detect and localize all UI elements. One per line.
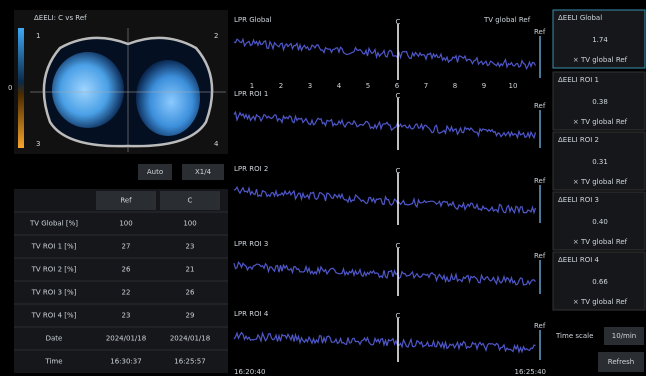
result-value: 0.40 bbox=[592, 218, 608, 226]
legend: TV global Ref bbox=[483, 16, 531, 24]
table-cell: Date bbox=[46, 335, 63, 343]
result-value: 0.31 bbox=[592, 158, 608, 166]
axis-tick: 3 bbox=[308, 82, 312, 90]
marker-label: C bbox=[396, 312, 401, 320]
table-cell: TV ROI 2 [%] bbox=[31, 266, 77, 274]
marker-label: Ref bbox=[534, 177, 546, 185]
quadrant-label: 2 bbox=[214, 32, 218, 40]
table-cell: 2024/01/18 bbox=[170, 335, 210, 343]
table-cell: 26 bbox=[186, 289, 195, 297]
column-header: C bbox=[188, 197, 193, 205]
result-value: 1.74 bbox=[592, 36, 608, 44]
result-unit: × TV global Ref bbox=[573, 298, 628, 306]
result-label: ΔEELI ROI 1 bbox=[558, 76, 599, 84]
quadrant-label: 3 bbox=[36, 140, 40, 148]
result-unit: × TV global Ref bbox=[573, 238, 628, 246]
scale-label: 0 bbox=[8, 84, 12, 92]
time-label: 16:25:40 bbox=[515, 368, 546, 376]
axis-tick: 1 bbox=[250, 82, 254, 90]
table-cell: TV Global [%] bbox=[29, 220, 78, 228]
screen: ΔEELI: C vs Ref12340AutoX1/4RefCTV Globa… bbox=[0, 0, 646, 376]
axis-tick: 7 bbox=[424, 82, 428, 90]
result-unit: × TV global Ref bbox=[573, 56, 628, 64]
marker-label: C bbox=[396, 242, 401, 250]
button-label: Refresh bbox=[608, 358, 634, 366]
panel-title: LPR ROI 3 bbox=[234, 240, 268, 248]
panel-title: LPR ROI 4 bbox=[234, 310, 269, 318]
button-label: X1/4 bbox=[195, 168, 212, 176]
table-cell: 23 bbox=[122, 312, 131, 320]
quadrant-label: 1 bbox=[36, 32, 40, 40]
table-cell: 16:25:57 bbox=[174, 358, 205, 366]
result-value: 0.38 bbox=[592, 98, 608, 106]
marker-label: Ref bbox=[534, 322, 546, 330]
axis-tick: 4 bbox=[337, 82, 342, 90]
table-cell: 21 bbox=[186, 266, 195, 274]
lung-right bbox=[136, 60, 200, 136]
marker-label: C bbox=[396, 18, 401, 26]
panel-title: LPR Global bbox=[234, 16, 272, 24]
quadrant-label: 4 bbox=[214, 140, 219, 148]
marker-label: Ref bbox=[534, 28, 546, 36]
marker-label: Ref bbox=[534, 102, 546, 110]
table-cell: TV ROI 3 [%] bbox=[31, 289, 77, 297]
label: Time scale bbox=[555, 332, 593, 340]
marker-label: Ref bbox=[534, 252, 546, 260]
result-label: ΔEELI Global bbox=[558, 14, 602, 22]
table-cell: 29 bbox=[186, 312, 195, 320]
lung-left bbox=[52, 52, 124, 128]
axis-tick: 2 bbox=[279, 82, 283, 90]
result-unit: × TV global Ref bbox=[573, 118, 628, 126]
table-cell: 27 bbox=[122, 243, 131, 251]
table-cell: 100 bbox=[183, 220, 196, 228]
axis-tick: 10 bbox=[509, 82, 518, 90]
panel-title: ΔEELI: C vs Ref bbox=[34, 14, 87, 22]
marker-label: C bbox=[396, 167, 401, 175]
axis-tick: 9 bbox=[482, 82, 486, 90]
axis-tick: 8 bbox=[453, 82, 457, 90]
table-cell: 2024/01/18 bbox=[106, 335, 146, 343]
table-cell: Time bbox=[44, 358, 62, 366]
axis-tick: 6 bbox=[395, 82, 400, 90]
table-cell: 22 bbox=[122, 289, 131, 297]
table-cell: 16:30:37 bbox=[110, 358, 141, 366]
table-cell: 23 bbox=[186, 243, 195, 251]
button-label: Auto bbox=[147, 168, 163, 176]
column-header: Ref bbox=[120, 197, 132, 205]
color-bar bbox=[18, 28, 24, 148]
button-label: 10/min bbox=[612, 332, 636, 340]
table-cell: 100 bbox=[119, 220, 132, 228]
result-label: ΔEELI ROI 3 bbox=[558, 196, 599, 204]
panel-title: LPR ROI 1 bbox=[234, 90, 268, 98]
result-unit: × TV global Ref bbox=[573, 178, 628, 186]
table-cell: 26 bbox=[122, 266, 131, 274]
marker-label: C bbox=[396, 92, 401, 100]
result-label: ΔEELI ROI 4 bbox=[558, 256, 599, 264]
result-label: ΔEELI ROI 2 bbox=[558, 136, 599, 144]
table-cell: TV ROI 1 [%] bbox=[31, 243, 77, 251]
axis-tick: 5 bbox=[366, 82, 370, 90]
result-value: 0.66 bbox=[592, 278, 608, 286]
time-label: 16:20:40 bbox=[234, 368, 265, 376]
table-cell: TV ROI 4 [%] bbox=[31, 312, 77, 320]
panel-title: LPR ROI 2 bbox=[234, 165, 268, 173]
